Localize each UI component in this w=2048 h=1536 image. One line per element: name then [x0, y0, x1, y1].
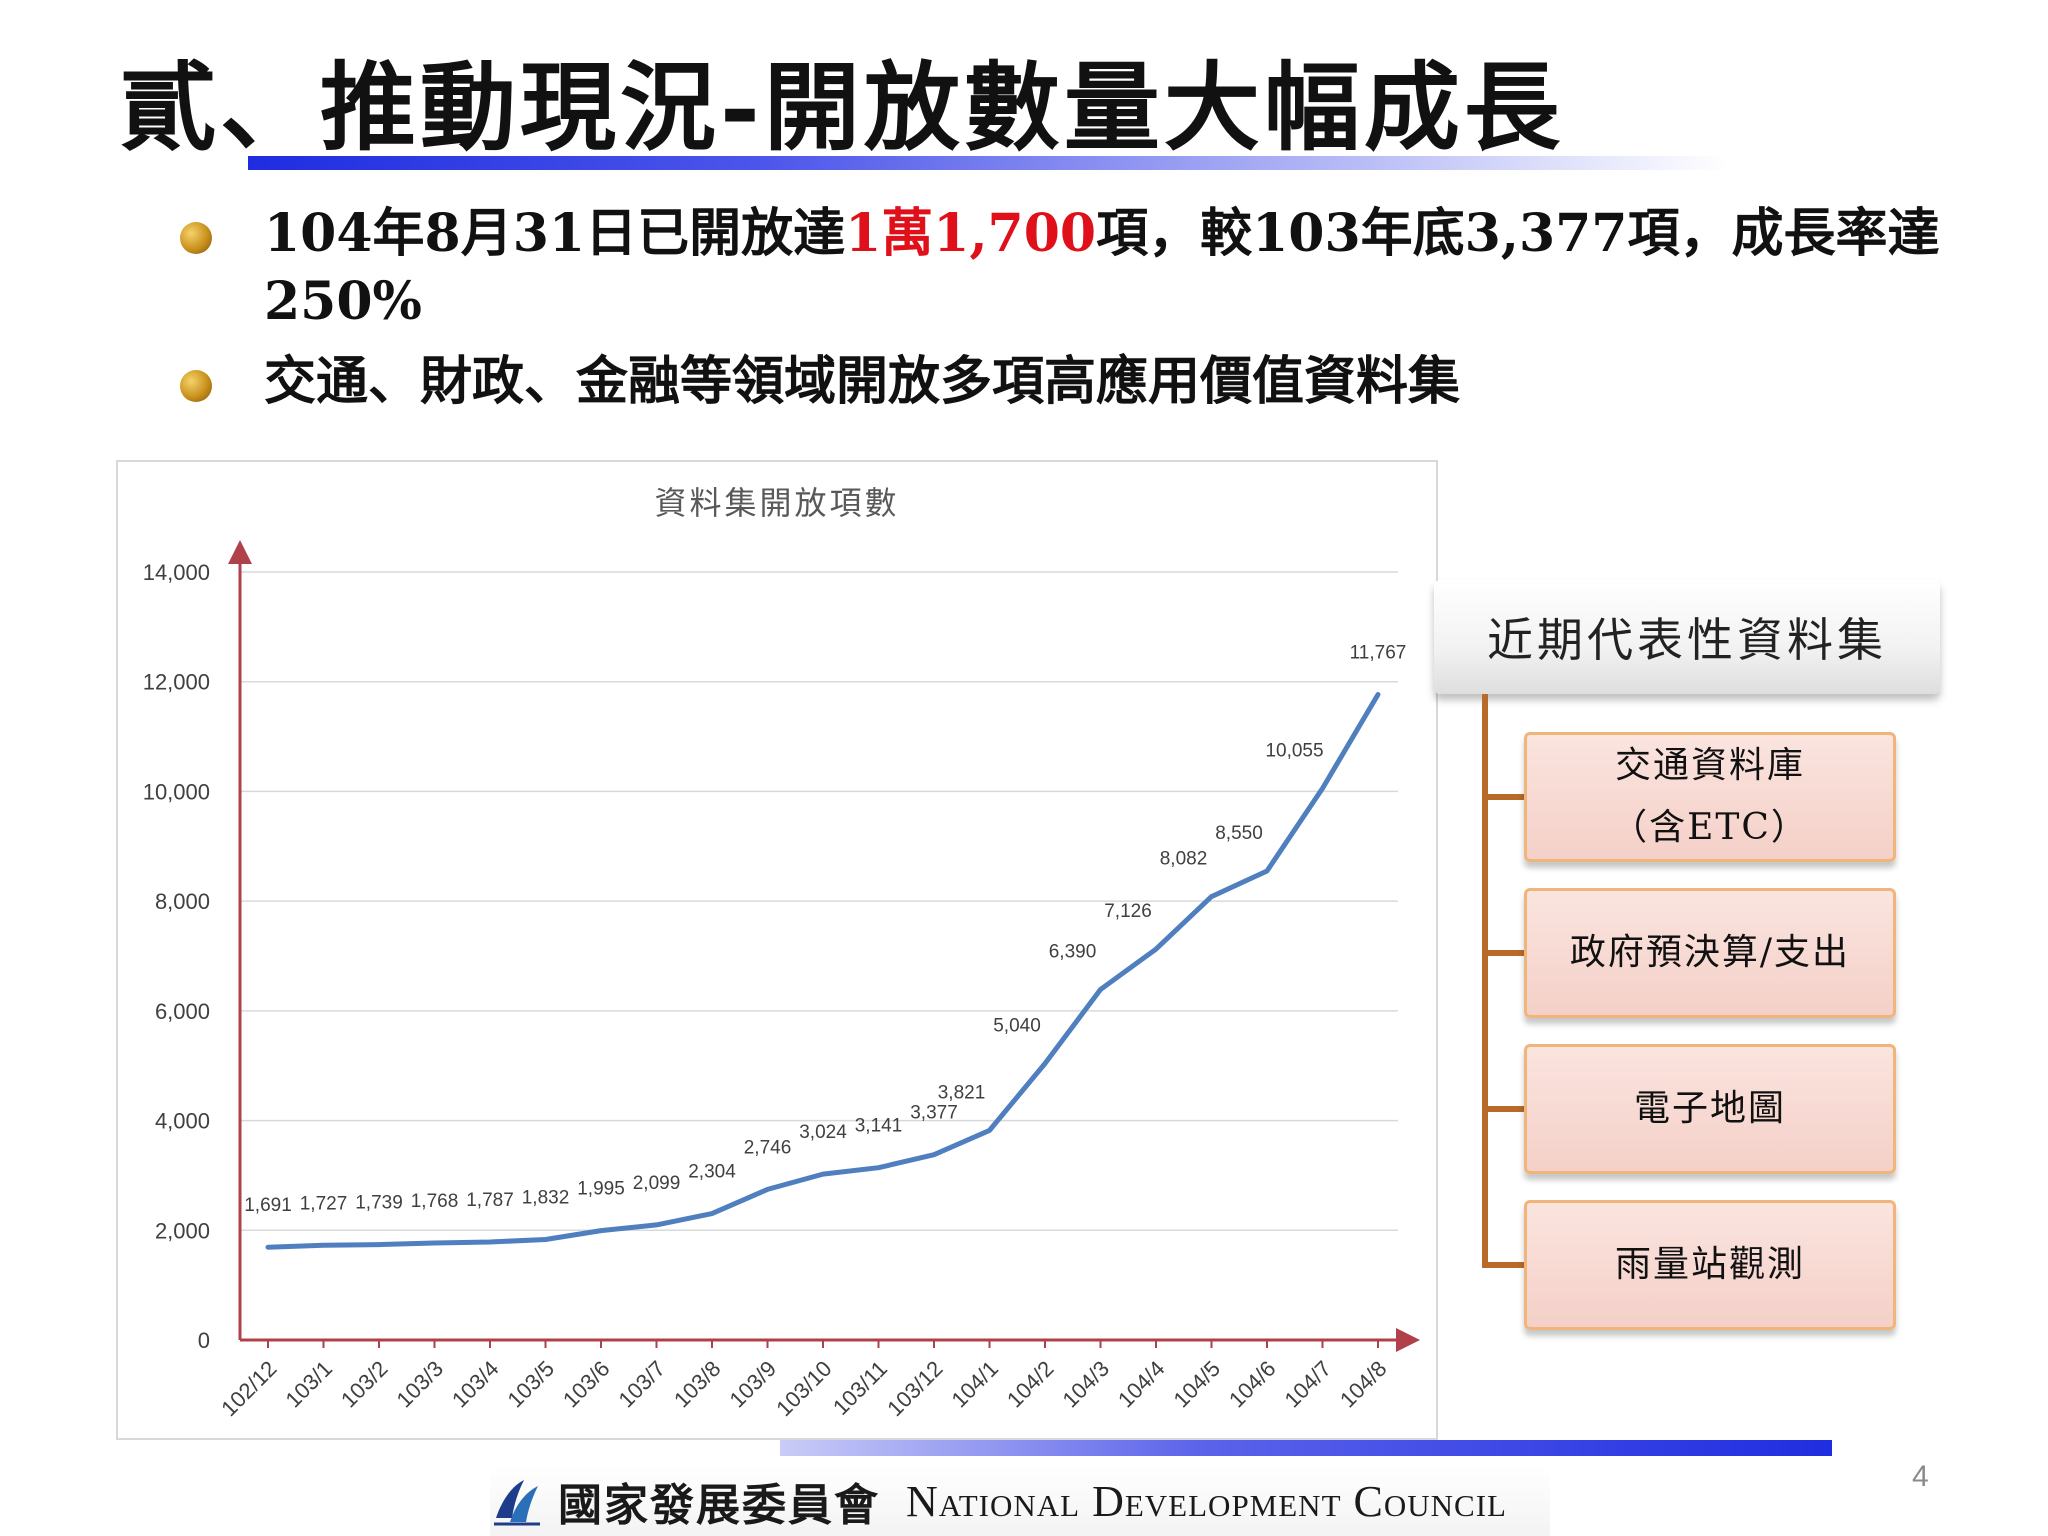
x-axis-ticks: 102/12103/1103/2103/3103/4103/5103/6103/…	[216, 1340, 1392, 1421]
bullet-dot-icon	[180, 222, 212, 254]
x-tick-label: 103/4	[447, 1356, 504, 1413]
x-tick-label: 103/11	[828, 1356, 892, 1420]
x-tick-label: 103/6	[558, 1356, 615, 1413]
y-tick-label: 6,000	[155, 999, 210, 1024]
bullet-1-text-a: 104年8月31日已開放達	[264, 203, 846, 264]
dataset-item-rainfall: 雨量站觀測	[1524, 1200, 1896, 1330]
x-tick-label: 104/4	[1113, 1356, 1170, 1413]
x-tick-label: 104/8	[1335, 1356, 1392, 1413]
dataset-item-traffic: 交通資料庫 （含ETC）	[1524, 732, 1896, 862]
x-tick-label: 104/7	[1279, 1356, 1336, 1413]
dataset-item-traffic-label: 交通資料庫	[1614, 745, 1805, 786]
x-tick-label: 104/6	[1224, 1356, 1281, 1413]
tree-vertical-connector	[1482, 694, 1488, 1266]
data-label: 10,055	[1265, 740, 1323, 761]
data-label: 1,787	[466, 1190, 514, 1211]
bullet-list: 104年8月31日已開放達1萬1,700項，較103年底3,377項，成長率達2…	[180, 200, 1940, 416]
dataset-item-rainfall-label: 雨量站觀測	[1614, 1244, 1805, 1285]
data-labels: 1,691 1,727 1,739 1,768 1,787 1,832 1,995 2,099…	[244, 642, 1406, 1216]
data-label: 2,746	[744, 1137, 792, 1158]
data-label: 2,099	[633, 1173, 681, 1194]
chart-container: 資料集開放項數 0 2,000 4,000 6,000 8,000 10,000 12,00…	[116, 460, 1438, 1440]
x-tick-label: 102/12	[216, 1356, 281, 1421]
y-tick-label: 2,000	[155, 1218, 210, 1243]
chart-axes	[228, 540, 1420, 1352]
data-label: 3,024	[799, 1122, 847, 1143]
footer-org-banner: 國家發展委員會 National Development Council	[490, 1466, 1550, 1536]
x-tick-label: 104/3	[1057, 1356, 1114, 1413]
x-tick-label: 103/1	[280, 1356, 337, 1413]
data-label: 6,390	[1049, 941, 1097, 962]
page-number: 4	[1912, 1460, 1929, 1493]
bottom-accent-bar	[780, 1440, 1832, 1456]
bullet-dot-icon	[180, 370, 212, 402]
data-label: 3,377	[910, 1103, 958, 1124]
bullet-2-text: 交通、財政、金融等領域開放多項高應用價值資料集	[264, 351, 1461, 412]
y-tick-label: 14,000	[143, 560, 210, 585]
x-tick-label: 103/8	[669, 1356, 726, 1413]
data-label: 3,821	[938, 1082, 986, 1103]
bullet-item-2: 交通、財政、金融等領域開放多項高應用價值資料集	[180, 348, 1940, 416]
ndc-logo-icon	[494, 1480, 540, 1526]
y-tick-label: 8,000	[155, 889, 210, 914]
data-label: 1,768	[411, 1191, 459, 1212]
x-tick-label: 103/10	[771, 1356, 836, 1421]
data-label: 11,767	[1350, 642, 1407, 663]
data-label: 8,082	[1160, 849, 1208, 870]
data-label: 3,141	[855, 1116, 903, 1137]
bullet-1-text-b: 項，較103年底3,377項，成長率達250%	[264, 203, 1940, 332]
x-tick-label: 103/2	[336, 1356, 393, 1413]
data-label: 5,040	[993, 1016, 1041, 1037]
datasets-panel-title: 近期代表性資料集	[1434, 580, 1940, 694]
data-label: 1,691	[244, 1195, 292, 1216]
data-label: 1,995	[577, 1179, 625, 1200]
slide-title: 貳、推動現況-開放數量大幅成長	[120, 51, 1564, 164]
series-line	[265, 692, 1381, 1250]
dataset-item-emap: 電子地圖	[1524, 1044, 1896, 1174]
y-tick-label: 4,000	[155, 1109, 210, 1134]
tree-branch-2	[1482, 950, 1526, 956]
x-tick-label: 103/3	[391, 1356, 448, 1413]
tree-branch-1	[1482, 794, 1526, 800]
y-tick-label: 12,000	[143, 670, 210, 695]
data-label: 8,550	[1215, 823, 1263, 844]
y-axis-ticks: 0 2,000 4,000 6,000 8,000 10,000 12,000 14,000	[143, 560, 210, 1353]
x-tick-label: 104/2	[1002, 1356, 1059, 1413]
y-tick-label: 10,000	[143, 779, 210, 804]
org-name-zh: 國家發展委員會	[558, 1480, 880, 1531]
data-label: 2,304	[688, 1162, 736, 1183]
dataset-item-traffic-sub: （含ETC）	[1611, 807, 1809, 848]
x-tick-label: 103/12	[882, 1356, 947, 1421]
x-tick-label: 104/1	[946, 1356, 1003, 1413]
tree-branch-3	[1482, 1106, 1526, 1112]
data-label: 1,832	[522, 1188, 570, 1209]
x-tick-label: 103/7	[613, 1356, 670, 1413]
line-chart: 資料集開放項數 0 2,000 4,000 6,000 8,000 10,000 12,00…	[143, 484, 1420, 1421]
data-label: 7,126	[1104, 901, 1152, 922]
dataset-item-emap-label: 電子地圖	[1633, 1088, 1786, 1129]
x-tick-label: 103/5	[502, 1356, 559, 1413]
dataset-item-budget-label: 政府預決算/支出	[1569, 932, 1851, 973]
bullet-item-1: 104年8月31日已開放達1萬1,700項，較103年底3,377項，成長率達2…	[180, 200, 1940, 336]
data-label: 1,727	[300, 1193, 348, 1214]
org-name-en: National Development Council	[906, 1476, 1507, 1526]
series-line-layer	[265, 692, 1381, 1250]
x-tick-label: 104/5	[1168, 1356, 1225, 1413]
y-tick-label: 0	[198, 1328, 210, 1353]
tree-branch-4	[1482, 1262, 1526, 1268]
bullet-1-highlight: 1萬1,700	[845, 203, 1097, 264]
title-underline-bar	[248, 156, 1728, 170]
chart-title: 資料集開放項數	[654, 484, 899, 522]
data-label: 1,739	[355, 1193, 403, 1214]
dataset-item-budget: 政府預決算/支出	[1524, 888, 1896, 1018]
